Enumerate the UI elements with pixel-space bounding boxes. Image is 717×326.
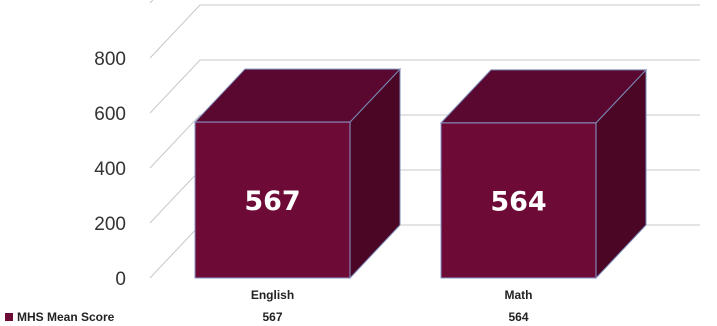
- legend-table-value: 567: [262, 310, 282, 324]
- legend-series-name: MHS Mean Score: [17, 310, 115, 324]
- gridline: [149, 0, 154, 4]
- legend-table: MHS Mean Score 567 564: [5, 310, 529, 324]
- y-tick-label: 400: [94, 159, 126, 180]
- gridline: [149, 4, 700, 59]
- bars: 567 564: [193, 67, 648, 280]
- bar: 567: [193, 67, 402, 280]
- legend-swatch: [5, 313, 13, 321]
- bar-front-face: [440, 122, 597, 279]
- bar: 564: [439, 68, 648, 280]
- gridline: [149, 59, 700, 114]
- bar-data-label: 564: [490, 186, 546, 217]
- x-category-label: Math: [505, 288, 533, 302]
- y-tick-label: 800: [94, 49, 126, 70]
- bar-front-face: [194, 121, 351, 279]
- y-tick-label: 200: [94, 214, 126, 235]
- bar-data-label: 567: [244, 186, 300, 217]
- x-category-label: English: [251, 288, 294, 302]
- y-axis-ticks: 0 200 400 600 800: [94, 49, 126, 290]
- y-tick-label: 0: [115, 269, 126, 290]
- x-axis-categories: English Math: [251, 288, 533, 302]
- y-tick-label: 600: [94, 104, 126, 125]
- legend-table-value: 564: [508, 310, 528, 324]
